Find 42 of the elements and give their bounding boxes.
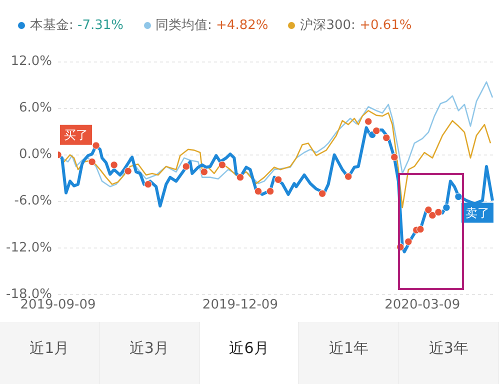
point [424, 206, 432, 214]
point [364, 118, 372, 126]
point [182, 162, 190, 170]
text: 近6月 [200, 322, 300, 384]
point [274, 176, 282, 184]
point [428, 211, 436, 220]
annotation: 卖了 [465, 206, 490, 220]
y-tick-label: -6.0% [14, 194, 52, 209]
x-tick-label: 2020-03-09 [384, 298, 460, 313]
point [372, 126, 380, 135]
point [416, 225, 424, 234]
point [266, 187, 274, 196]
point [344, 172, 352, 180]
point [218, 161, 226, 169]
point [144, 180, 152, 188]
point [200, 168, 208, 176]
point [92, 142, 100, 150]
y-tick-label: 12.0% [10, 54, 52, 70]
legend-label: 本基金: -7.31% [30, 18, 124, 33]
point [254, 187, 262, 196]
annotation: 买了 [64, 128, 88, 142]
text: 近1月 [0, 322, 100, 384]
point [236, 173, 244, 182]
point [454, 192, 462, 201]
legend-label: 同类均值: +4.82% [156, 18, 268, 33]
x-tick-label: 2019-12-09 [202, 298, 278, 313]
legend-label: 沪深300: +0.61% [300, 18, 412, 33]
text: 近3年 [399, 322, 499, 384]
point [88, 158, 96, 166]
text: 近3月 [100, 322, 200, 384]
point [404, 238, 412, 246]
point [434, 208, 442, 216]
point [382, 134, 390, 142]
point [442, 204, 450, 212]
y-tick-label: 6.0% [18, 100, 52, 116]
point [318, 190, 326, 198]
point [124, 167, 132, 175]
y-tick-label: -12.0% [6, 240, 52, 256]
point [390, 153, 398, 162]
y-tick-label: 0.0% [18, 147, 52, 162]
text: 近1年 [299, 322, 400, 384]
point [110, 161, 118, 169]
